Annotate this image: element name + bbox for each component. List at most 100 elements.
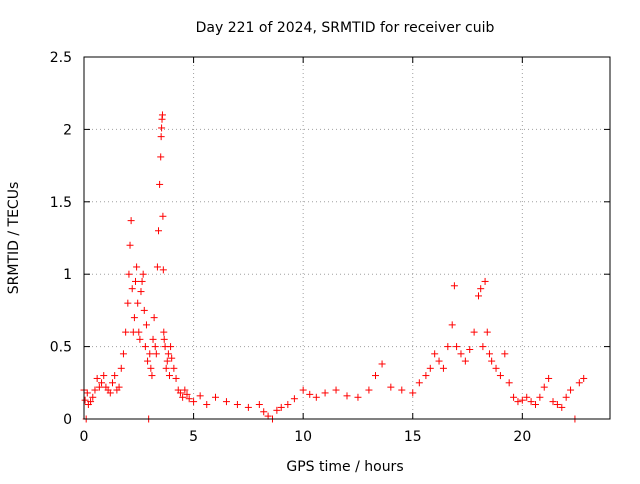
data-point xyxy=(332,386,340,394)
data-point xyxy=(457,350,465,358)
data-point xyxy=(98,379,106,387)
data-point xyxy=(108,379,116,387)
data-point xyxy=(343,392,351,400)
data-point xyxy=(162,364,170,372)
data-point xyxy=(128,285,136,293)
data-point xyxy=(136,335,144,343)
data-point xyxy=(93,374,101,382)
data-point xyxy=(306,390,314,398)
data-point xyxy=(89,393,97,401)
data-point xyxy=(149,335,157,343)
data-point xyxy=(196,392,204,400)
data-point xyxy=(150,314,158,322)
grid-layer xyxy=(84,57,610,419)
data-point xyxy=(540,383,548,391)
x-tick-label: 5 xyxy=(189,429,198,445)
data-point xyxy=(100,372,108,380)
data-point xyxy=(536,393,544,401)
data-point xyxy=(485,350,493,358)
data-point xyxy=(477,285,485,293)
data-point xyxy=(488,357,496,365)
data-point xyxy=(479,343,487,351)
data-point xyxy=(461,357,469,365)
data-point xyxy=(371,372,379,380)
data-point xyxy=(151,343,159,351)
y-tick-label: 2 xyxy=(63,122,72,138)
data-point xyxy=(483,328,491,336)
data-point xyxy=(260,408,268,416)
data-point xyxy=(124,299,132,307)
data-point xyxy=(138,277,146,285)
data-point xyxy=(168,354,176,362)
data-point xyxy=(277,403,285,411)
data-point xyxy=(273,406,281,414)
data-point xyxy=(132,277,140,285)
data-point xyxy=(481,277,489,285)
data-point xyxy=(170,364,178,372)
data-point xyxy=(144,357,152,365)
data-point xyxy=(172,374,180,382)
data-point xyxy=(422,372,430,380)
data-point xyxy=(409,389,417,397)
data-point xyxy=(450,282,458,290)
data-point xyxy=(160,328,168,336)
data-point xyxy=(466,345,474,353)
data-point xyxy=(501,350,509,358)
data-point xyxy=(299,386,307,394)
data-point xyxy=(156,180,164,188)
data-point xyxy=(562,393,570,401)
data-point xyxy=(135,328,143,336)
data-point xyxy=(95,383,103,391)
data-point xyxy=(122,328,130,336)
data-point xyxy=(545,374,553,382)
data-point xyxy=(185,395,193,403)
data-point xyxy=(453,343,461,351)
data-point xyxy=(475,292,482,300)
data-point xyxy=(126,241,134,249)
data-point xyxy=(523,393,531,401)
data-point xyxy=(505,379,513,387)
data-point xyxy=(155,227,163,235)
data-point xyxy=(558,403,566,411)
x-tick-label: 10 xyxy=(294,429,312,445)
data-point xyxy=(415,379,423,387)
data-point xyxy=(115,383,123,391)
data-point xyxy=(146,350,154,358)
data-point xyxy=(165,372,173,380)
y-tick-label: 1 xyxy=(63,267,72,283)
data-point xyxy=(444,343,452,351)
data-point xyxy=(83,389,91,397)
data-point xyxy=(203,401,211,409)
x-tick-label: 0 xyxy=(80,429,89,445)
data-point xyxy=(163,357,171,365)
data-point xyxy=(133,263,141,271)
data-point xyxy=(87,398,95,406)
data-point xyxy=(142,321,150,329)
data-point xyxy=(553,401,561,409)
data-point xyxy=(567,386,575,394)
data-point xyxy=(119,350,127,358)
y-axis-label: SRMTID / TECUs xyxy=(6,182,22,295)
data-point xyxy=(290,395,298,403)
data-point xyxy=(183,390,191,398)
data-point xyxy=(387,383,395,391)
chart-title: Day 221 of 2024, SRMTID for receiver cui… xyxy=(196,20,495,36)
data-point xyxy=(448,321,456,329)
data-point xyxy=(575,379,583,387)
data-point xyxy=(137,288,145,296)
data-point xyxy=(157,153,165,161)
data-point xyxy=(431,350,439,358)
data-point xyxy=(233,401,241,409)
data-point xyxy=(159,266,167,274)
data-point xyxy=(580,374,588,382)
data-point xyxy=(435,357,443,365)
data-point xyxy=(190,398,198,406)
data-point xyxy=(106,389,114,397)
data-point xyxy=(164,350,172,358)
data-point xyxy=(152,350,160,358)
data-point xyxy=(321,389,329,397)
data-point xyxy=(81,396,89,404)
data-point xyxy=(130,314,138,322)
data-point xyxy=(134,299,142,307)
